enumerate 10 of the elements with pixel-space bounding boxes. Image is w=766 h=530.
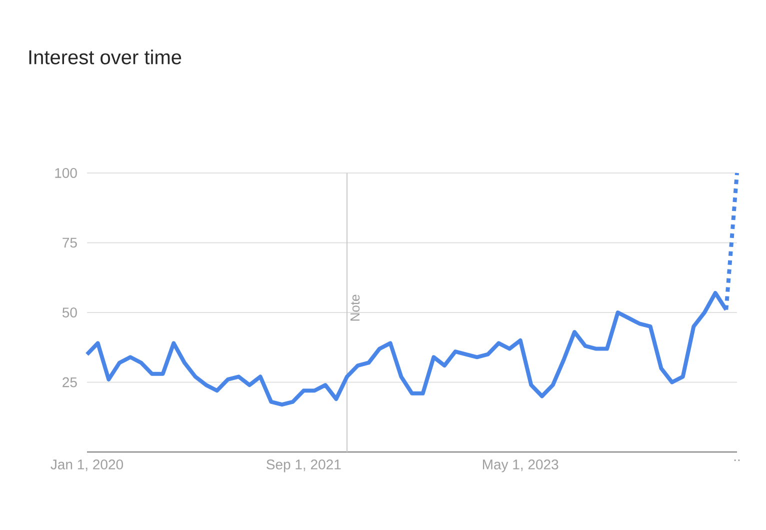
- chart-title: Interest over time: [29, 50, 182, 64]
- y-tick-label: 100: [55, 168, 77, 178]
- x-tick-label: Sep 1, 2021: [266, 460, 341, 472]
- x-tick-label: May 1, 2023: [482, 460, 558, 472]
- x-tick-label: Jan 1, 2020: [50, 460, 124, 472]
- y-tick-label: 50: [62, 308, 77, 318]
- ref-line-label: Note: [350, 294, 360, 321]
- x-tick-label: ..: [734, 460, 740, 462]
- y-tick-label: 25: [62, 377, 77, 388]
- y-tick-label: 75: [62, 238, 77, 248]
